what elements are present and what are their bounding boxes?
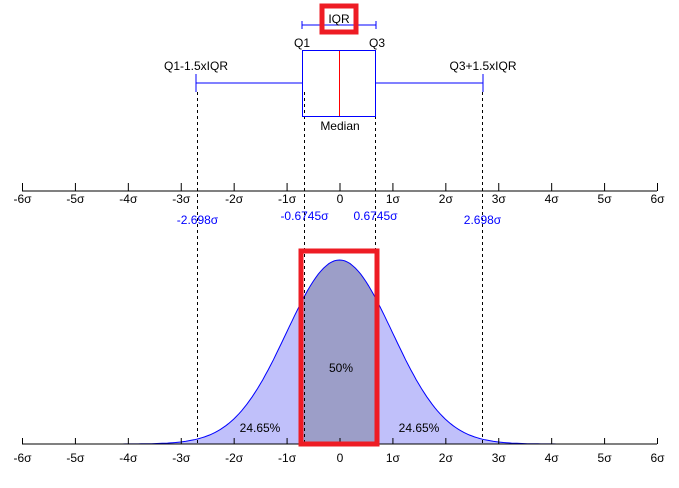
axis-tick-label: 5σ	[598, 451, 613, 465]
marker-label: 0.6745σ	[353, 209, 398, 223]
axis-tick-label: -3σ	[172, 192, 191, 206]
axis-tick-label: -4σ	[119, 192, 138, 206]
bottom-sigma-axis: -6σ -5σ -4σ -3σ -2σ -1σ 0 1σ 2σ 3σ 4σ 5σ 6σ	[13, 438, 665, 465]
upper-whisker-label: Q3+1.5xIQR	[449, 59, 516, 73]
boxplot	[195, 21, 484, 117]
axis-tick-label: -6σ	[13, 192, 32, 206]
axis-tick-label: 6σ	[650, 192, 665, 206]
axis-tick-label: 3σ	[492, 192, 507, 206]
iqr-area-highlight	[298, 248, 380, 447]
iqr-area	[303, 260, 376, 444]
axis-tick-label: 3σ	[492, 451, 507, 465]
axis-tick-label: 0	[337, 451, 344, 465]
axis-tick-label: -5σ	[66, 451, 85, 465]
axis-tick-label: 1σ	[386, 192, 401, 206]
left-percent-label: 24.65%	[240, 421, 281, 435]
box	[302, 50, 376, 117]
axis-tick-label: 2σ	[439, 451, 454, 465]
marker-label: 2.698σ	[464, 213, 502, 227]
marker-label: -0.6745σ	[280, 209, 329, 223]
axis-tick-label: 1σ	[386, 451, 401, 465]
axis-tick-label: 2σ	[439, 192, 454, 206]
axis-tick-label: -3σ	[172, 451, 191, 465]
median-label: Median	[320, 119, 359, 133]
axis-tick-label: -1σ	[278, 451, 297, 465]
axis-tick-label: -1σ	[278, 192, 297, 206]
lower-whisker-label: Q1-1.5xIQR	[164, 59, 228, 73]
top-sigma-axis: -6σ -5σ -4σ -3σ -2σ -1σ 0 1σ 2σ 3σ 4σ 5σ 6σ	[13, 183, 665, 206]
axis-tick-label: -2σ	[225, 451, 244, 465]
iqr-label: IQR	[328, 12, 350, 26]
iqr-label-highlight	[319, 3, 359, 35]
axis-tick-label: 6σ	[650, 451, 665, 465]
axis-tick-label: 4σ	[545, 451, 560, 465]
axis-tick-label: -5σ	[66, 192, 85, 206]
marker-labels: -2.698σ -0.6745σ 0.6745σ 2.698σ	[177, 209, 502, 227]
axis-tick-label: -4σ	[119, 451, 138, 465]
axis-tick-label: 5σ	[598, 192, 613, 206]
axis-tick-label: 0	[337, 192, 344, 206]
axis-tick-label: 4σ	[545, 192, 560, 206]
axis-tick-label: -2σ	[225, 192, 244, 206]
q1-label: Q1	[294, 36, 310, 50]
right-percent-label: 24.65%	[399, 421, 440, 435]
marker-label: -2.698σ	[177, 213, 219, 227]
q3-label: Q3	[369, 36, 385, 50]
axis-tick-label: -6σ	[13, 451, 32, 465]
center-percent-label: 50%	[329, 361, 353, 375]
